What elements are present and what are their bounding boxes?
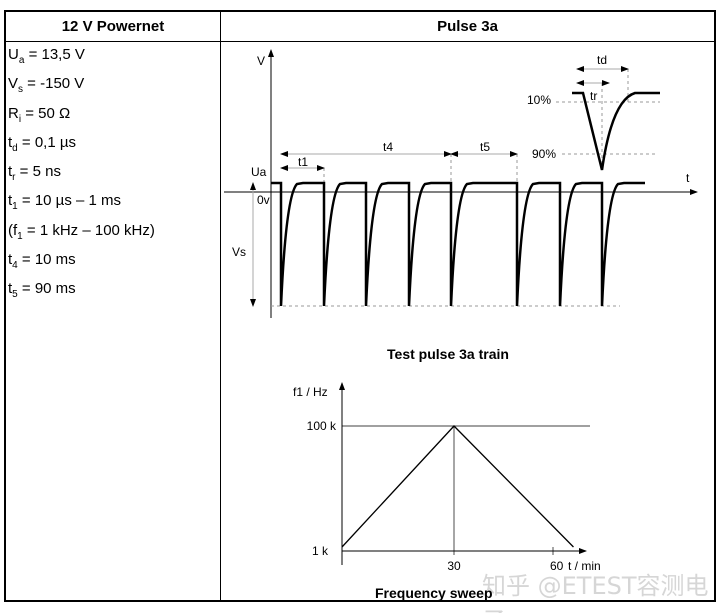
- vs-label: Vs: [232, 245, 246, 259]
- td-label: td: [597, 53, 607, 67]
- parameter-5: t1 = 10 µs – 1 ms: [8, 192, 122, 213]
- parameter-7: t4 = 10 ms: [8, 251, 76, 272]
- t-axis-label: t: [686, 171, 690, 185]
- pulse-train-waveform: [271, 181, 645, 307]
- ua-label: Ua: [251, 165, 267, 179]
- tick-100k: 100 k: [307, 419, 337, 433]
- frequency-sweep-chart: f1 / Hz 100 k 1 k 30 60 t / min: [293, 382, 601, 573]
- tick-60: 60: [550, 559, 564, 573]
- parameter-2: Ri = 50 Ω: [8, 104, 71, 125]
- sweep-line: [341, 425, 574, 548]
- t1-label: t1: [298, 155, 308, 169]
- t5-label: t5: [480, 140, 490, 154]
- parameter-6: (f1 = 1 kHz – 100 kHz): [8, 221, 155, 242]
- zero-label: 0v: [257, 193, 270, 207]
- tr-label: tr: [590, 89, 597, 103]
- v-axis-label: V: [257, 54, 265, 68]
- parameter-0: Ua = 13,5 V: [8, 46, 85, 66]
- sweep-y-label: f1 / Hz: [293, 385, 328, 399]
- pulse-caption: Test pulse 3a train: [387, 346, 509, 362]
- parameter-list: Ua = 13,5 V Vs = -150 V Ri = 50 Ω td = 0,1 …: [8, 40, 155, 304]
- 90-percent-label: 90%: [532, 147, 556, 161]
- column-divider: [220, 12, 221, 600]
- parameter-3: td = 0,1 µs: [8, 133, 76, 154]
- parameter-1: Vs = -150 V: [8, 75, 85, 96]
- 10-percent-label: 10%: [527, 93, 551, 107]
- single-pulse-detail: [572, 91, 660, 171]
- tick-30: 30: [447, 559, 461, 573]
- spec-table: 12 V Powernet Pulse 3a: [4, 10, 716, 602]
- left-header: 12 V Powernet: [6, 12, 220, 42]
- parameter-8: t5 = 90 ms: [8, 280, 76, 301]
- right-header: Pulse 3a: [221, 12, 714, 42]
- sweep-x-label: t / min: [568, 559, 601, 573]
- tick-1k: 1 k: [312, 544, 329, 558]
- sweep-caption: Frequency sweep: [375, 585, 493, 601]
- watermark: 知乎 @ETEST容测电子: [482, 572, 709, 613]
- parameter-4: tr = 5 ns: [8, 163, 61, 184]
- t4-label: t4: [383, 140, 393, 154]
